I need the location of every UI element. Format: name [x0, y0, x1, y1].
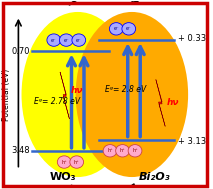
- Text: Eᵍ= 2.78 eV: Eᵍ= 2.78 eV: [34, 97, 80, 106]
- Text: 3.48: 3.48: [11, 146, 30, 155]
- Text: WO₃: WO₃: [50, 172, 76, 182]
- Text: h⁺: h⁺: [74, 160, 80, 165]
- Text: e⁻: e⁻: [126, 26, 132, 31]
- FancyArrowPatch shape: [71, 184, 134, 189]
- Circle shape: [116, 145, 129, 157]
- Text: Bi₂O₃: Bi₂O₃: [139, 172, 171, 182]
- Polygon shape: [60, 72, 69, 119]
- Text: Eᵍ= 2.8 eV: Eᵍ= 2.8 eV: [105, 85, 146, 94]
- FancyArrowPatch shape: [69, 0, 138, 5]
- Text: e⁻: e⁻: [76, 38, 82, 43]
- Text: h⁺: h⁺: [61, 160, 67, 165]
- Text: e⁻: e⁻: [63, 38, 69, 43]
- Polygon shape: [156, 80, 165, 126]
- Circle shape: [47, 34, 61, 46]
- Text: 0.70: 0.70: [11, 47, 30, 56]
- Circle shape: [122, 23, 136, 35]
- Circle shape: [59, 34, 73, 46]
- Circle shape: [72, 34, 86, 46]
- Text: Potential (eV): Potential (eV): [2, 68, 12, 121]
- Text: + 3.13: + 3.13: [178, 137, 206, 146]
- Text: hν: hν: [71, 86, 83, 95]
- Circle shape: [128, 145, 142, 157]
- Text: h⁺: h⁺: [132, 148, 138, 153]
- Circle shape: [103, 145, 117, 157]
- Text: + 0.33: + 0.33: [178, 34, 206, 43]
- Circle shape: [70, 156, 83, 168]
- Text: e⁻: e⁻: [114, 26, 119, 31]
- Ellipse shape: [76, 12, 188, 177]
- Text: h⁺: h⁺: [107, 148, 113, 153]
- Ellipse shape: [22, 12, 134, 177]
- Circle shape: [57, 156, 71, 168]
- Text: h⁺: h⁺: [120, 148, 125, 153]
- Text: hν: hν: [166, 98, 179, 107]
- Circle shape: [109, 23, 123, 35]
- Text: e⁻: e⁻: [51, 38, 57, 43]
